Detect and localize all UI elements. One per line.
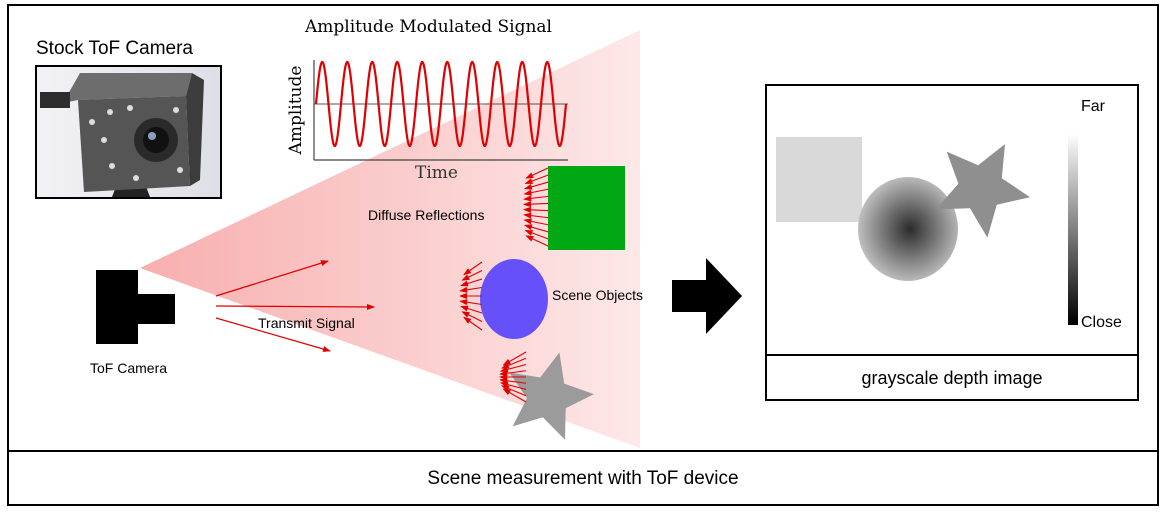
depth-scale-bar [1068, 133, 1078, 325]
depth-image-frame [765, 84, 1139, 356]
scale-close-label: Close [1081, 314, 1122, 331]
reflection-arrows-star [499, 351, 527, 403]
tof-camera-block [96, 270, 175, 344]
reflection-arrow [501, 385, 527, 397]
footer-box [7, 450, 1159, 506]
reflection-arrow [463, 316, 483, 331]
depth-ellipse [858, 177, 958, 281]
signal-xlabel: Time [415, 163, 458, 183]
camera-photo [35, 65, 222, 199]
reflection-arrows-ellipse [459, 261, 483, 331]
depth-star [935, 144, 1031, 238]
scene-green-square [548, 166, 625, 250]
reflection-arrow [523, 195, 549, 202]
reflection-arrow [523, 188, 549, 196]
reflection-arrow [463, 261, 483, 276]
reflection-arrow [461, 311, 483, 322]
tof-camera-label: ToF Camera [90, 360, 168, 376]
scale-far-label: Far [1081, 98, 1105, 115]
reflection-arrow [459, 299, 483, 306]
reflection-arrow [523, 201, 549, 208]
reflection-arrow [499, 370, 527, 377]
reflection-arrow [461, 270, 483, 281]
reflection-arrow [523, 212, 549, 219]
reflection-arrow [499, 381, 527, 391]
reflection-arrow [459, 286, 483, 293]
reflection-arrow [460, 278, 483, 287]
reflection-arrow [502, 388, 527, 403]
scene-blue-ellipse [480, 259, 548, 339]
reflection-arrow [499, 363, 527, 373]
reflection-arrow [524, 174, 549, 184]
reflection-arrow [523, 224, 549, 233]
diffuse-reflections-label: Diffuse Reflections [368, 207, 485, 223]
reflection-arrow [499, 377, 527, 384]
reflection-arrow [523, 206, 549, 213]
photo-title: Stock ToF Camera [36, 38, 193, 59]
depth-image-caption: grayscale depth image [861, 368, 1043, 388]
signal-title: Amplitude Modulated Signal [305, 17, 552, 37]
reflection-arrow [524, 230, 549, 240]
reflection-arrow [525, 167, 549, 179]
reflection-arrow [460, 305, 483, 314]
output-arrow [672, 258, 742, 334]
reflection-arrow [523, 218, 549, 226]
transmit-signal-label: Transmit Signal [258, 315, 355, 331]
transmit-arrows [215, 260, 375, 352]
scene-objects-label: Scene Objects [552, 287, 644, 303]
depth-square [776, 137, 862, 222]
reflection-arrow [523, 181, 549, 190]
reflection-arrows-square [523, 167, 549, 247]
footer-caption: Scene measurement with ToF device [427, 468, 739, 489]
signal-ylabel: Amplitude [286, 65, 306, 155]
scene-gray-star [509, 352, 594, 440]
light-beam [140, 30, 640, 448]
amplitude-sine-wave [314, 60, 568, 148]
reflection-arrow [525, 235, 549, 247]
